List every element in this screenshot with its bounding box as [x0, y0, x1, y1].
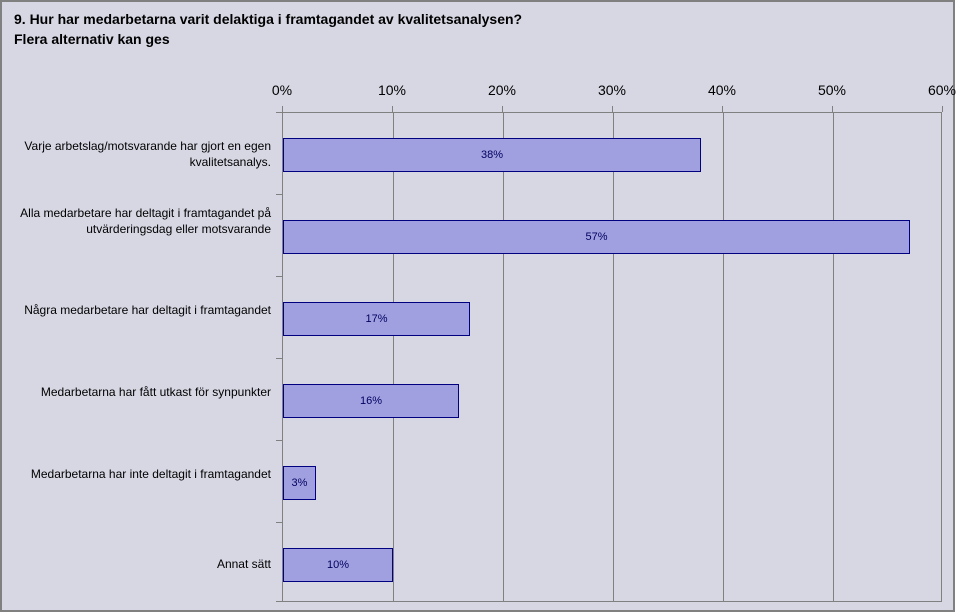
- bar-4: 3%: [283, 466, 316, 500]
- bar-label-1: 57%: [585, 231, 607, 243]
- gridline: [393, 113, 394, 601]
- x-tick-0: 0%: [272, 82, 292, 98]
- bar-5: 10%: [283, 548, 393, 582]
- y-tick-mark: [276, 276, 282, 277]
- gridline: [723, 113, 724, 601]
- chart-title-line1: 9. Hur har medarbetarna varit delaktiga …: [14, 11, 522, 27]
- y-label-3: Medarbetarna har fått utkast för synpunk…: [11, 385, 271, 401]
- gridline: [503, 113, 504, 601]
- bar-1: 57%: [283, 220, 910, 254]
- x-tick-5: 50%: [818, 82, 846, 98]
- bar-3: 16%: [283, 384, 459, 418]
- y-label-0: Varje arbetslag/motsvarande har gjort en…: [11, 139, 271, 170]
- gridline: [833, 113, 834, 601]
- y-label-2: Några medarbetare har deltagit i framtag…: [11, 303, 271, 319]
- bar-label-3: 16%: [360, 395, 382, 407]
- x-tick-mark: [942, 106, 943, 112]
- y-label-1: Alla medarbetare har deltagit i framtaga…: [11, 206, 271, 237]
- chart-title-line2: Flera alternativ kan ges: [14, 31, 170, 47]
- bar-label-0: 38%: [481, 149, 503, 161]
- y-tick-mark: [276, 358, 282, 359]
- x-tick-3: 30%: [598, 82, 626, 98]
- x-tick-6: 60%: [928, 82, 956, 98]
- y-tick-mark: [276, 522, 282, 523]
- chart-title: 9. Hur har medarbetarna varit delaktiga …: [14, 10, 522, 49]
- x-tick-4: 40%: [708, 82, 736, 98]
- chart-container: 9. Hur har medarbetarna varit delaktiga …: [0, 0, 955, 612]
- y-tick-mark: [276, 440, 282, 441]
- bar-label-2: 17%: [365, 313, 387, 325]
- gridline: [613, 113, 614, 601]
- bar-2: 17%: [283, 302, 470, 336]
- y-label-5: Annat sätt: [11, 557, 271, 573]
- y-tick-mark: [276, 112, 282, 113]
- bar-0: 38%: [283, 138, 701, 172]
- bar-label-4: 3%: [292, 477, 308, 489]
- y-tick-mark: [276, 601, 282, 602]
- plot-area: 38% 57% 17% 16% 3% 10%: [282, 112, 942, 602]
- y-label-4: Medarbetarna har inte deltagit i framtag…: [11, 467, 271, 483]
- x-tick-2: 20%: [488, 82, 516, 98]
- x-tick-1: 10%: [378, 82, 406, 98]
- bar-label-5: 10%: [327, 559, 349, 571]
- y-tick-mark: [276, 194, 282, 195]
